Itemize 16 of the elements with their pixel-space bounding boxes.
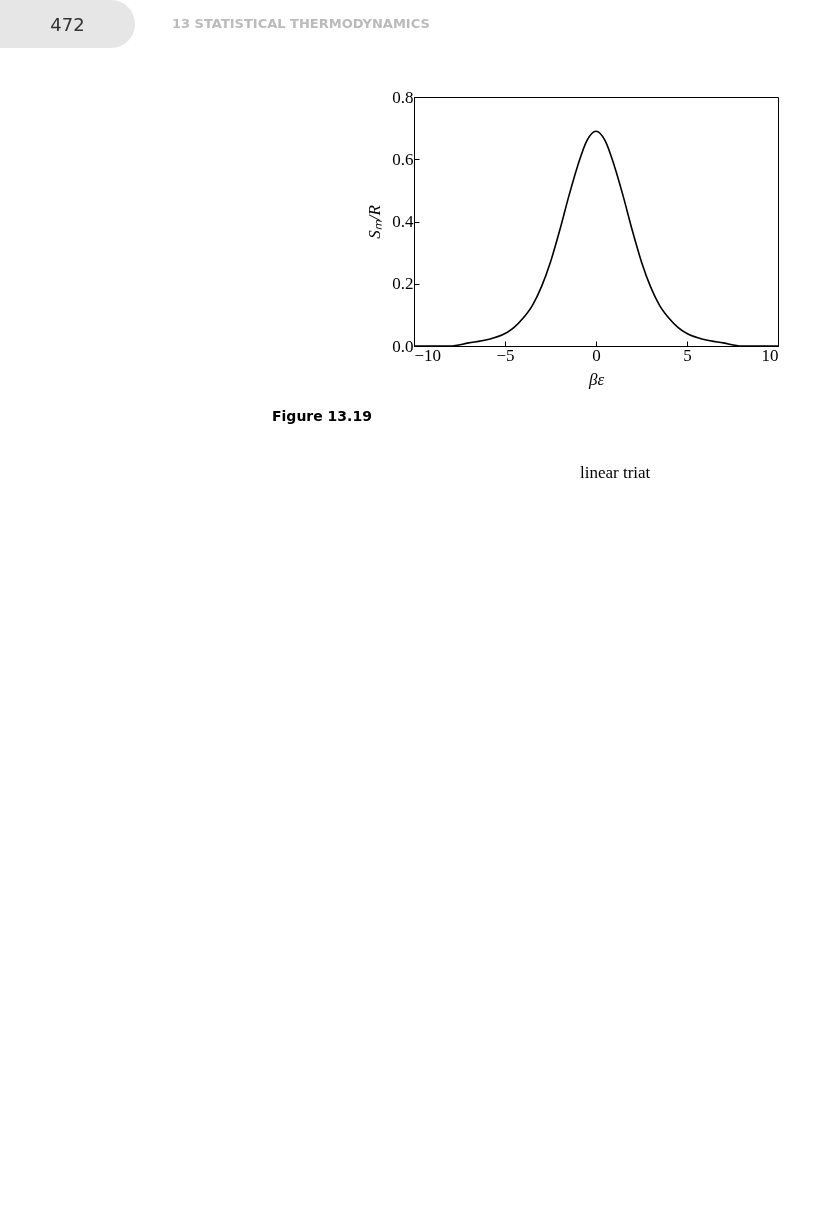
x-tick-label: −10 — [414, 345, 442, 365]
x-tick-label: 10 — [761, 345, 779, 365]
y-tick-label: 0.4 — [392, 212, 414, 231]
y-tick-label: 0.6 — [392, 149, 414, 169]
y-tick-label: 0.0 — [392, 336, 414, 356]
text: 13 STATISTICAL THERMODYNAMICS — [172, 16, 430, 31]
y-axis-title: Sₘ/R — [365, 204, 385, 239]
caption: Figure 13.19 — [272, 408, 372, 424]
x-axis-title: βε — [587, 369, 605, 389]
y-tick-label: 0.8 — [392, 87, 414, 107]
y-tick-label: 0.2 — [392, 274, 414, 294]
text: linear triat — [580, 463, 651, 483]
x-tick-label: 0 — [592, 345, 601, 365]
x-tick-label: 5 — [683, 345, 692, 365]
text: 472 — [0, 0, 135, 48]
x-tick-label: −5 — [496, 345, 515, 365]
